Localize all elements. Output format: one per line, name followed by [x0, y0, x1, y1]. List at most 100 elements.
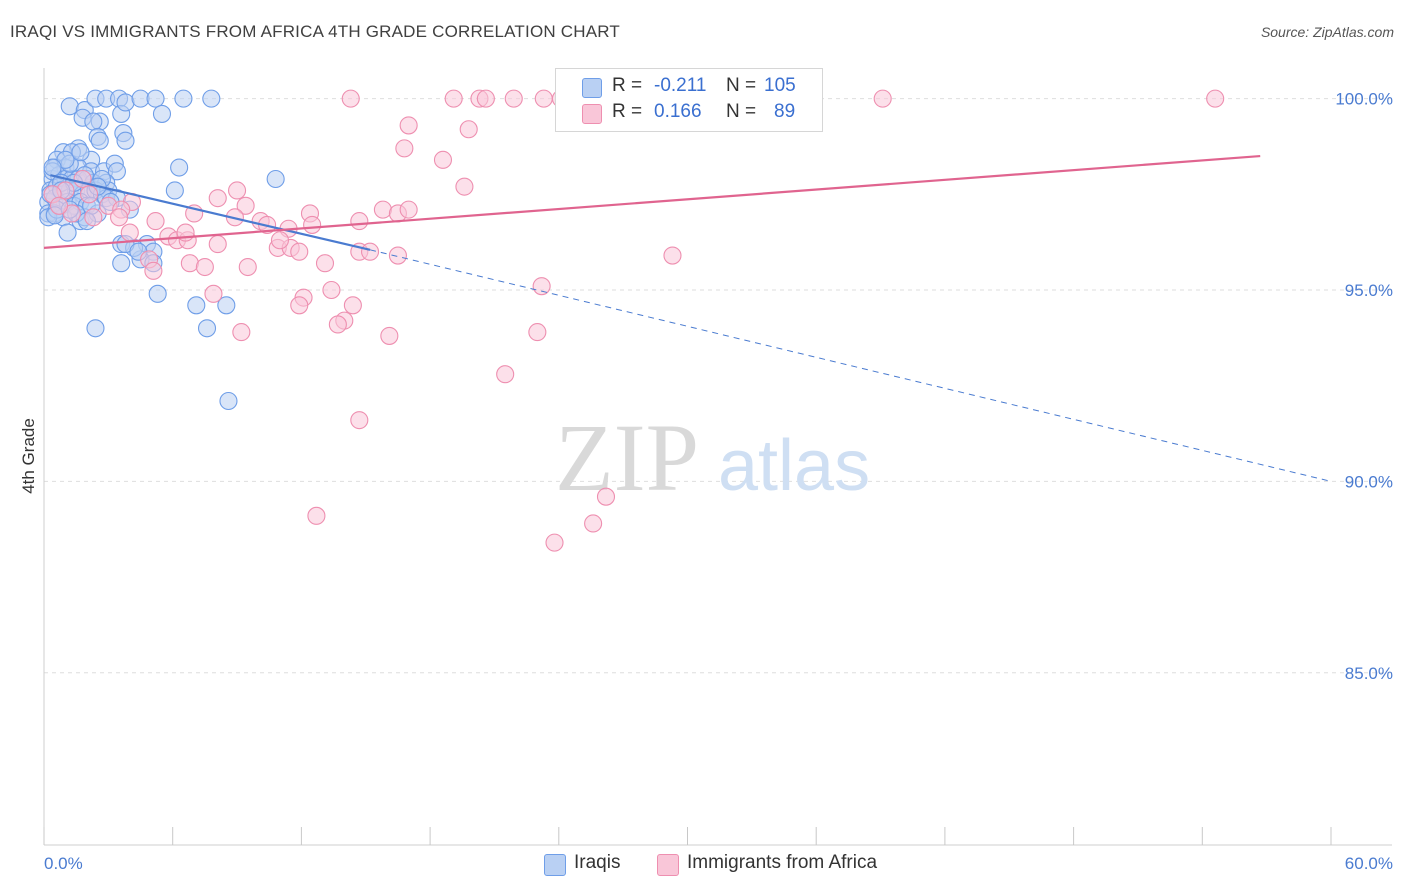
x-tick-label: 60.0% — [1345, 854, 1393, 873]
data-point — [532, 277, 551, 296]
data-point — [165, 181, 184, 200]
data-point — [528, 323, 547, 342]
data-point — [71, 143, 90, 162]
data-point — [144, 261, 163, 280]
data-point — [373, 200, 392, 219]
data-point — [79, 185, 99, 204]
y-tick-labels: 100.0% 95.0% 90.0% 85.0% — [1335, 90, 1393, 683]
data-point — [433, 150, 453, 169]
data-point — [219, 391, 238, 411]
data-point — [496, 365, 515, 384]
data-point — [307, 506, 326, 525]
data-point — [596, 487, 616, 506]
data-point — [290, 242, 309, 261]
legend-swatch-iraqis — [544, 854, 566, 876]
data-point — [107, 162, 126, 181]
legend-n-label: N = — [726, 101, 757, 122]
watermark: ZIP atlas — [555, 404, 870, 511]
legend-n-label: N = — [726, 75, 757, 96]
data-point — [116, 131, 135, 150]
data-point — [1206, 89, 1225, 108]
x-tick-marks — [43, 827, 1332, 845]
x-tick-labels: 0.0% 60.0% — [44, 854, 1393, 873]
series-iraqis — [39, 89, 285, 411]
data-point — [236, 196, 255, 215]
data-point — [228, 181, 247, 200]
trend-lines — [43, 154, 1332, 482]
trend-line-iraqis — [50, 174, 371, 251]
data-point — [476, 89, 495, 108]
data-point — [195, 257, 214, 277]
legend-label-iraqis: Iraqis — [574, 852, 621, 873]
data-point — [208, 189, 227, 208]
data-point — [360, 242, 380, 261]
data-point — [399, 200, 418, 219]
data-point — [204, 284, 223, 303]
data-point — [217, 296, 236, 315]
legend-r-value: 0.166 — [654, 101, 702, 122]
data-point — [545, 533, 564, 552]
data-point — [116, 93, 135, 112]
grid-lines — [44, 98, 1392, 674]
data-point — [112, 254, 131, 273]
data-point — [444, 89, 463, 108]
legend-swatch-iraqis — [582, 78, 602, 98]
data-point — [180, 254, 199, 273]
data-point — [90, 131, 109, 150]
data-point — [84, 208, 103, 227]
legend-r-label: R = — [612, 101, 643, 122]
data-point — [388, 246, 407, 265]
data-point — [170, 158, 189, 177]
data-point — [290, 296, 309, 315]
data-point — [84, 112, 103, 131]
chart-title: IRAQI VS IMMIGRANTS FROM AFRICA 4TH GRAD… — [10, 22, 621, 41]
data-point — [146, 212, 165, 231]
data-point — [238, 257, 257, 277]
data-point — [303, 215, 322, 234]
source-label: Source: ZipAtlas.com — [1260, 24, 1394, 40]
data-point — [148, 284, 167, 303]
data-point — [197, 319, 217, 338]
data-point — [459, 120, 478, 139]
data-point — [350, 212, 369, 231]
data-point — [174, 89, 193, 108]
data-point — [328, 315, 347, 334]
data-point — [399, 116, 418, 135]
y-tick-label: 85.0% — [1345, 664, 1393, 683]
data-point — [202, 89, 221, 108]
data-point — [131, 89, 150, 108]
data-point — [315, 254, 335, 273]
y-axis-label: 4th Grade — [19, 418, 38, 494]
legend-swatch-africa — [582, 104, 602, 124]
data-point — [343, 296, 362, 315]
watermark-zip: ZIP — [555, 404, 699, 511]
data-point — [208, 235, 227, 254]
legend-n-value: 105 — [764, 75, 796, 96]
data-point — [873, 89, 892, 108]
trend-line-africa — [43, 154, 1261, 249]
legend-n-value: 89 — [774, 101, 796, 122]
data-point — [380, 326, 399, 345]
data-point — [663, 246, 682, 265]
data-point — [322, 280, 341, 300]
legend-r-label: R = — [612, 75, 643, 96]
data-point — [43, 158, 62, 177]
data-point — [395, 139, 414, 158]
data-point — [504, 89, 523, 108]
data-point — [86, 319, 105, 338]
data-point — [152, 104, 172, 123]
legend-label-africa: Immigrants from Africa — [687, 852, 878, 873]
data-point — [270, 231, 290, 250]
data-point — [120, 223, 139, 242]
data-point — [350, 411, 369, 430]
stats-legend: R = -0.211 N = 105 R = 0.166 N = 89 — [555, 68, 823, 132]
data-point — [266, 169, 285, 189]
data-point — [58, 223, 77, 242]
y-tick-label: 100.0% — [1335, 90, 1393, 109]
data-point — [146, 89, 165, 108]
data-point — [110, 208, 129, 227]
y-tick-label: 95.0% — [1345, 281, 1393, 300]
data-point — [49, 196, 69, 215]
data-point — [232, 323, 251, 342]
